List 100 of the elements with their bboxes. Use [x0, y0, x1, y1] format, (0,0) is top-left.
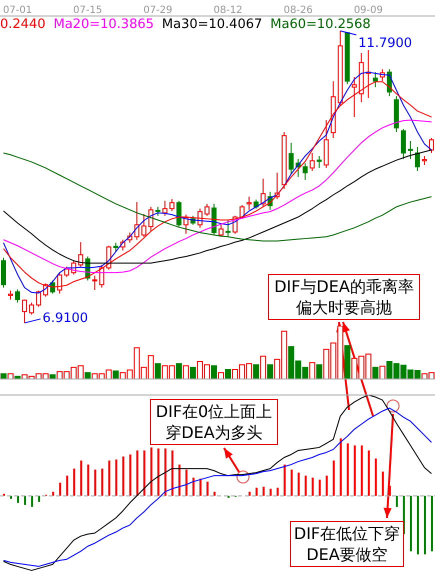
- annotation: DIF在低位下穿DEA要做空: [290, 521, 404, 567]
- bar: [176, 363, 182, 379]
- bar: [66, 476, 68, 496]
- bar: [318, 480, 321, 496]
- bar: [304, 476, 307, 496]
- bar: [210, 365, 217, 379]
- candlestick: [400, 128, 406, 160]
- candlestick: [226, 220, 231, 238]
- bar: [150, 447, 152, 496]
- bar: [94, 470, 96, 496]
- candlestick: [15, 288, 20, 304]
- bar: [388, 486, 391, 496]
- text: 0.2440: [0, 17, 46, 32]
- bar: [52, 492, 54, 496]
- candlestick: [1, 257, 6, 288]
- bar: [360, 445, 363, 496]
- text: Ma30=10.4067: [162, 17, 262, 32]
- bar: [430, 496, 433, 552]
- bar: [213, 492, 216, 496]
- text: Ma60=10.2568: [270, 17, 371, 32]
- candlestick: [288, 142, 294, 174]
- candlestick: [408, 140, 413, 160]
- bar: [326, 476, 328, 496]
- bar: [332, 460, 335, 496]
- bar: [199, 478, 202, 496]
- bar: [182, 365, 189, 379]
- bar: [416, 496, 419, 554]
- bar: [248, 492, 251, 496]
- bar: [190, 366, 196, 379]
- bar: [101, 468, 104, 496]
- candlestick: [218, 224, 224, 238]
- bar: [185, 470, 188, 496]
- bar: [84, 372, 91, 379]
- candlestick: [78, 242, 84, 268]
- bar: [253, 364, 260, 379]
- x-tick-label: 08-26: [284, 5, 313, 16]
- bar: [154, 363, 161, 379]
- bar: [8, 373, 14, 379]
- bar: [206, 482, 208, 496]
- candlestick: [29, 302, 34, 316]
- x-tick-label: 07-01: [3, 5, 32, 16]
- bar: [157, 448, 160, 496]
- x-tick-label: 08-12: [213, 5, 243, 16]
- candlestick: [310, 152, 315, 172]
- bar: [129, 454, 132, 496]
- candlestick: [134, 202, 140, 240]
- bar: [192, 478, 194, 496]
- bar: [379, 366, 386, 379]
- bar: [143, 450, 146, 496]
- candlestick: [169, 198, 174, 212]
- bar: [171, 450, 174, 496]
- candlestick: [141, 214, 146, 238]
- candlestick: [372, 72, 378, 88]
- x-tick-label: 07-15: [73, 5, 102, 16]
- bar: [298, 472, 300, 496]
- bar: [0, 373, 6, 379]
- bar: [382, 472, 384, 496]
- bar: [80, 460, 82, 496]
- bar: [260, 356, 266, 379]
- bar: [178, 464, 180, 496]
- candlestick: [204, 203, 210, 216]
- bar: [290, 470, 293, 496]
- bar: [354, 445, 356, 496]
- candlestick: [36, 290, 42, 308]
- bar: [225, 368, 232, 379]
- bar: [374, 458, 377, 496]
- candlestick: [92, 275, 98, 291]
- bar: [24, 496, 26, 505]
- annotation: 11.7900: [358, 36, 412, 51]
- bar: [115, 460, 118, 496]
- bar: [218, 372, 224, 379]
- bar: [112, 370, 119, 379]
- candlestick: [64, 266, 70, 278]
- bar: [309, 362, 316, 379]
- bar: [312, 478, 314, 496]
- bar: [368, 450, 370, 496]
- x-tick-label: 09-09: [354, 5, 383, 16]
- bar: [276, 488, 279, 496]
- bar: [340, 438, 342, 496]
- bar: [316, 364, 322, 379]
- bar: [122, 456, 124, 496]
- bar: [38, 496, 40, 502]
- candlestick: [316, 155, 322, 168]
- bar: [346, 443, 349, 496]
- bar: [270, 488, 272, 496]
- annotation: DIF与DEA的乖离率偏大时要高抛: [268, 274, 420, 320]
- candlestick: [176, 200, 182, 228]
- annotation: DIF在0位上面上穿DEA为多头: [150, 399, 278, 445]
- candlestick: [162, 200, 168, 216]
- bar: [164, 448, 166, 496]
- bar: [372, 366, 378, 379]
- bar: [108, 460, 110, 496]
- text: Ma20=10.3865: [54, 17, 154, 32]
- annotation: 6.9100: [42, 310, 88, 326]
- candlestick: [414, 146, 420, 172]
- bar: [59, 482, 62, 496]
- candlestick: [246, 196, 252, 210]
- bar: [17, 496, 20, 503]
- candlestick: [302, 162, 308, 180]
- bar: [262, 486, 265, 496]
